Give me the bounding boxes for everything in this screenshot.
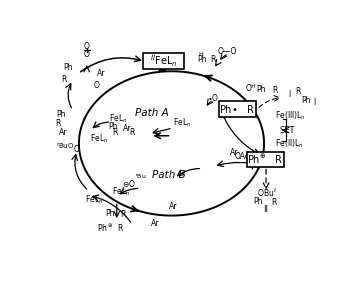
- Text: O—O: O—O: [217, 47, 237, 56]
- Text: H: H: [251, 84, 255, 89]
- Text: O: O: [93, 81, 99, 90]
- Text: R: R: [272, 86, 277, 95]
- Text: R: R: [210, 55, 216, 64]
- Text: R: R: [55, 119, 60, 128]
- Text: Ph: Ph: [257, 85, 266, 94]
- Text: R: R: [129, 128, 134, 137]
- Text: Ph: Ph: [56, 110, 66, 119]
- Text: Ph: Ph: [63, 63, 73, 72]
- Text: OBu$^t$: OBu$^t$: [257, 187, 277, 199]
- Text: O: O: [84, 42, 90, 51]
- Text: Ph$\bullet$   R: Ph$\bullet$ R: [219, 103, 256, 115]
- Text: Ph: Ph: [301, 96, 310, 105]
- Text: R: R: [113, 128, 118, 137]
- Text: Ar: Ar: [97, 68, 105, 78]
- Text: FeL$_n$: FeL$_n$: [90, 133, 108, 145]
- Text: Fe(III)L$_n$: Fe(III)L$_n$: [275, 110, 306, 122]
- Text: FeL$_n$: FeL$_n$: [112, 186, 131, 198]
- Text: $^t$Bu: $^t$Bu: [135, 172, 147, 181]
- Text: Ar: Ar: [123, 124, 131, 133]
- Text: R: R: [62, 75, 67, 84]
- Text: H: H: [199, 52, 203, 57]
- Text: R: R: [121, 210, 126, 219]
- Text: Ph: Ph: [108, 122, 117, 131]
- Text: Ph$^\oplus$: Ph$^\oplus$: [97, 223, 114, 234]
- Text: R: R: [118, 224, 123, 233]
- Text: I: I: [313, 99, 315, 107]
- Text: R: R: [295, 87, 300, 96]
- FancyBboxPatch shape: [219, 101, 256, 117]
- Text: $\bullet$O: $\bullet$O: [207, 92, 220, 103]
- Text: R: R: [271, 199, 277, 207]
- Text: OAc: OAc: [234, 153, 249, 162]
- Text: Path B: Path B: [152, 170, 186, 180]
- Text: FeL$_n$: FeL$_n$: [85, 194, 104, 206]
- Text: Ph: Ph: [198, 55, 207, 64]
- Text: Ar: Ar: [169, 202, 177, 211]
- Text: Path A: Path A: [135, 108, 169, 118]
- Text: Ar: Ar: [59, 128, 68, 137]
- Text: $^t$BuO: $^t$BuO: [56, 140, 75, 151]
- Text: II: II: [264, 204, 269, 214]
- Text: Ph: Ph: [254, 197, 263, 206]
- Text: Ph: Ph: [105, 209, 114, 218]
- Text: SET: SET: [279, 126, 295, 135]
- Text: I: I: [288, 90, 290, 99]
- Text: O: O: [84, 50, 90, 59]
- FancyBboxPatch shape: [143, 53, 184, 69]
- Text: $^{II}$FeL$_n$: $^{II}$FeL$_n$: [150, 53, 177, 69]
- Text: Ar: Ar: [230, 148, 239, 157]
- Text: O: O: [74, 145, 80, 154]
- Text: $\ominus$O: $\ominus$O: [122, 178, 136, 189]
- Text: O: O: [246, 84, 252, 93]
- Text: FeL$_n$: FeL$_n$: [109, 112, 127, 124]
- Text: FeL$_n$: FeL$_n$: [173, 116, 192, 129]
- Text: Ph$^{\oplus}$   R: Ph$^{\oplus}$ R: [248, 153, 283, 166]
- FancyBboxPatch shape: [247, 152, 284, 168]
- Text: Fe(II)L$_n$: Fe(II)L$_n$: [275, 137, 303, 150]
- Text: Ar: Ar: [151, 220, 160, 228]
